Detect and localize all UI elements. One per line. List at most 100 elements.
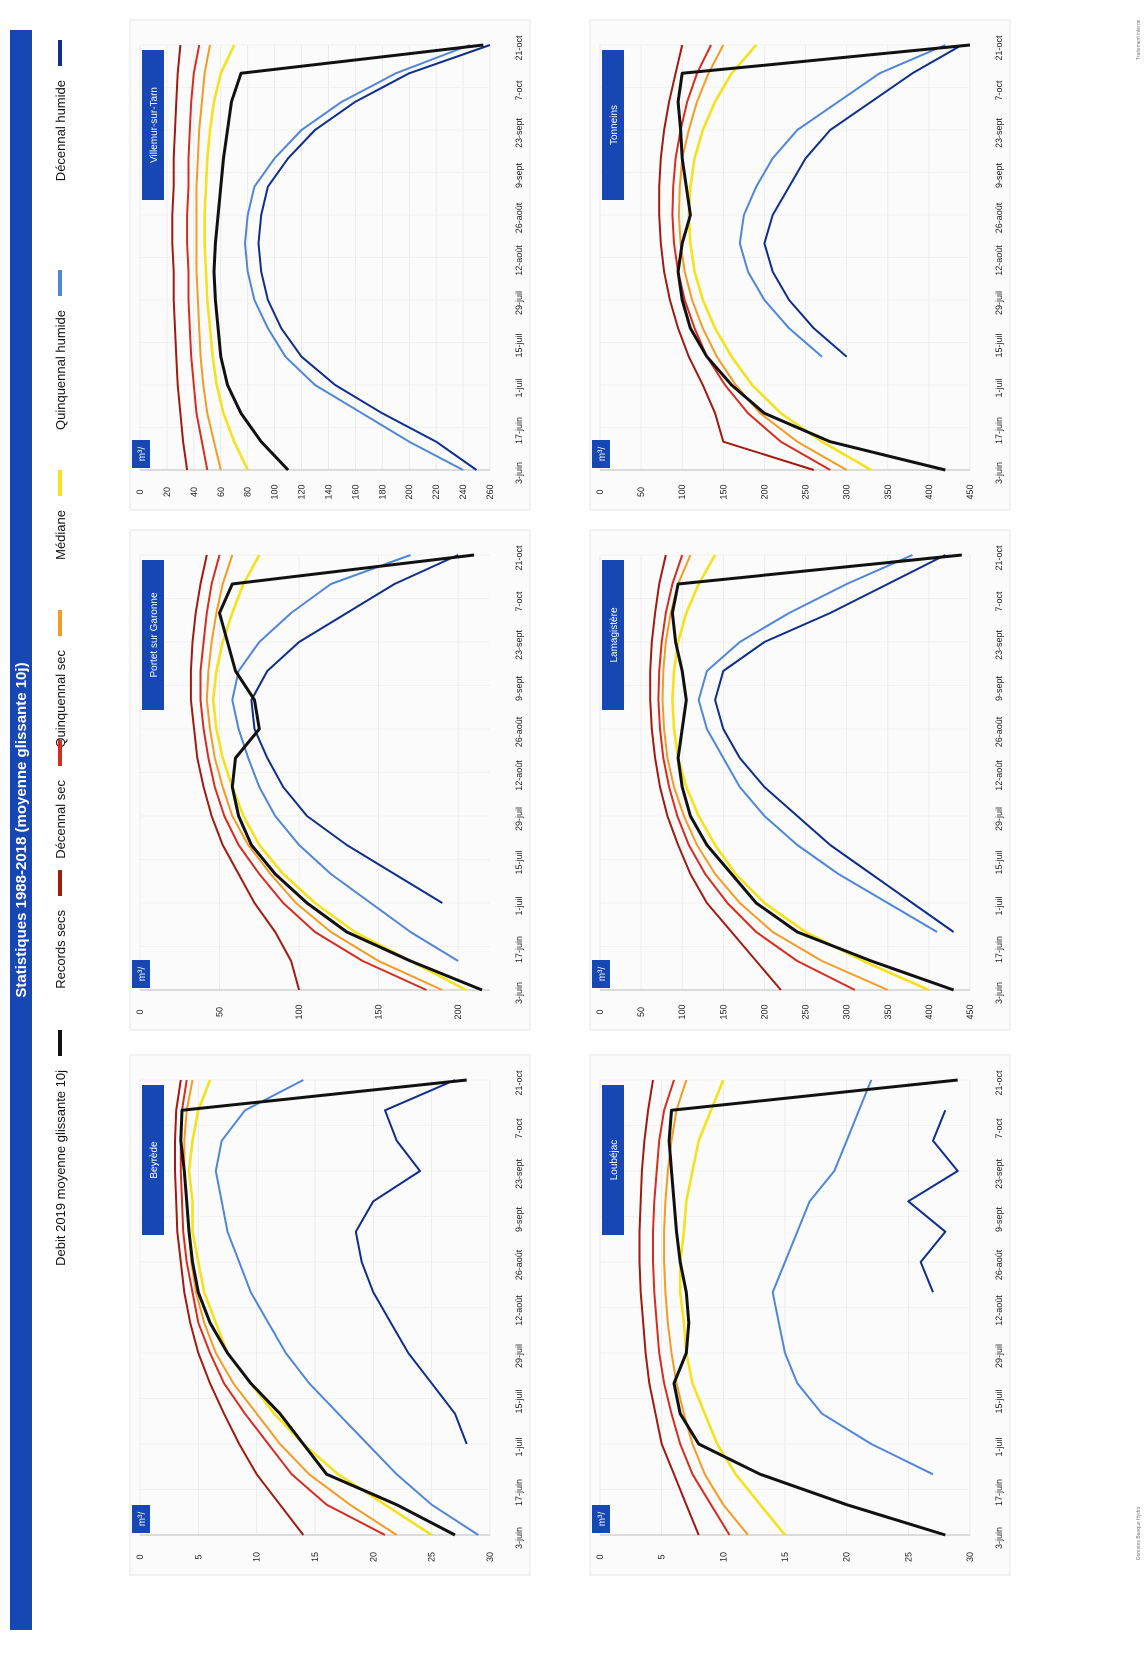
x-tick-label: 12-août bbox=[994, 245, 1004, 276]
panel-title-box bbox=[142, 560, 164, 710]
series-line-quinquennal-humide bbox=[214, 1079, 479, 1536]
y-tick-label: 20 bbox=[162, 487, 172, 497]
y-tick-label: 240 bbox=[458, 484, 468, 499]
series-line-quinquennal-humide bbox=[771, 1079, 934, 1476]
series-line-m-diane bbox=[187, 1079, 433, 1537]
series-line-d-cennal-humide bbox=[250, 554, 459, 904]
x-tick-label: 26-août bbox=[994, 1249, 1004, 1280]
series-line-d-cennal-sec bbox=[179, 1079, 386, 1536]
unit-label: m³/ bbox=[137, 967, 148, 982]
x-tick-label: 12-août bbox=[994, 760, 1004, 791]
panel-6: 0 50 100 150 200 250 300 350 400 450 3-juin 17-juin… bbox=[589, 19, 1011, 511]
legend-label-1: Décennal humide bbox=[53, 80, 68, 181]
x-tick-label: 7-oct bbox=[514, 80, 524, 101]
series-line-d-cennal-sec bbox=[671, 44, 831, 471]
y-tick-label: 50 bbox=[636, 487, 646, 497]
x-tick-label: 21-oct bbox=[994, 1070, 1004, 1096]
panel-background bbox=[129, 529, 531, 1031]
x-tick-label: 7-oct bbox=[994, 591, 1004, 612]
series-line-quinquennal-sec bbox=[195, 44, 222, 471]
series-line-d-cennal-sec bbox=[186, 44, 209, 471]
y-tick-label: 50 bbox=[636, 1007, 646, 1017]
y-tick-label: 5 bbox=[657, 1554, 667, 1559]
y-tick-label: 350 bbox=[883, 484, 893, 499]
y-tick-label: 400 bbox=[924, 1004, 934, 1019]
y-tick-label: 250 bbox=[801, 1004, 811, 1019]
unit-label: m³/ bbox=[137, 1512, 148, 1527]
y-tick-label: 100 bbox=[677, 484, 687, 499]
legend-item-5: Décennal sec bbox=[53, 740, 68, 859]
y-tick-label: 200 bbox=[759, 484, 769, 499]
series-line-m-diane bbox=[203, 44, 249, 471]
x-tick-label: 9-sept bbox=[994, 675, 1004, 701]
panel-1: 0 5 10 15 20 25 30 3-juin 17-juin 1-juil 15-juil 29… bbox=[129, 1054, 531, 1576]
x-tick-label: 7-oct bbox=[994, 1118, 1004, 1139]
x-tick-label: 29-juil bbox=[994, 291, 1004, 315]
series-line-debit-2019-moyenne-glissante-10j bbox=[676, 43, 971, 472]
series-line-d-cennal-sec bbox=[657, 554, 856, 991]
legend: Décennal humide Quinquennal humide Médiane… bbox=[53, 40, 68, 1266]
y-tick-label: 200 bbox=[759, 1004, 769, 1019]
x-tick-label: 23-sept bbox=[514, 1158, 524, 1189]
y-tick-label: 150 bbox=[718, 484, 728, 499]
y-tick-label: 160 bbox=[350, 484, 360, 499]
y-tick-label: 15 bbox=[310, 1552, 320, 1562]
x-tick-label: 1-juil bbox=[514, 1437, 524, 1456]
y-tick-label: 120 bbox=[297, 484, 307, 499]
x-tick-label: 29-juil bbox=[994, 807, 1004, 831]
chart-panels: 0 5 10 15 20 25 30 3-juin 17-juin 1-juil 15-juil 29… bbox=[129, 19, 1011, 1576]
y-tick-label: 10 bbox=[718, 1552, 728, 1562]
y-tick-label: 220 bbox=[431, 484, 441, 499]
x-tick-label: 15-juil bbox=[514, 850, 524, 874]
series-line-quinquennal-sec bbox=[205, 554, 443, 991]
y-tick-label: 150 bbox=[718, 1004, 728, 1019]
x-tick-label: 9-sept bbox=[514, 162, 524, 188]
panel-3: 0 20 40 60 80 100 120 140 160 180 200 220 240 260 3-ju… bbox=[129, 19, 531, 511]
x-tick-label: 26-août bbox=[514, 716, 524, 747]
x-tick-label: 17-juin bbox=[994, 936, 1004, 963]
panel-5: 0 50 100 150 200 250 300 350 400 450 3-juin 17-juin… bbox=[589, 529, 1011, 1031]
y-tick-label: 140 bbox=[323, 484, 333, 499]
footer-right: Traitement interne bbox=[1136, 19, 1142, 60]
x-tick-label: 1-juil bbox=[514, 896, 524, 915]
panel-background bbox=[589, 19, 1011, 511]
series-line-debit-2019-moyenne-glissante-10j bbox=[179, 1078, 467, 1537]
y-tick-label: 300 bbox=[842, 1004, 852, 1019]
panel-background bbox=[589, 1054, 1011, 1576]
main-title-bar bbox=[10, 30, 32, 1630]
panel-title: Beyrède bbox=[149, 1141, 160, 1179]
x-tick-label: 15-juil bbox=[514, 1389, 524, 1413]
unit-badge bbox=[592, 1505, 610, 1533]
unit-label: m³/ bbox=[597, 967, 608, 982]
x-tick-label: 3-juin bbox=[994, 462, 1004, 484]
series-line-debit-2019-moyenne-glissante-10j bbox=[218, 553, 483, 992]
panel-title: Portet sur Garonne bbox=[149, 592, 160, 677]
series-line-quinquennal-sec bbox=[661, 554, 889, 991]
series-line-d-cennal-humide bbox=[354, 1079, 468, 1445]
unit-badge bbox=[132, 440, 150, 468]
y-tick-label: 200 bbox=[453, 1004, 463, 1019]
x-tick-label: 7-oct bbox=[994, 80, 1004, 101]
series-line-quinquennal-sec bbox=[183, 1079, 398, 1536]
y-tick-label: 260 bbox=[485, 484, 495, 499]
panel-background bbox=[129, 1054, 531, 1576]
y-tick-label: 180 bbox=[377, 484, 387, 499]
x-tick-label: 26-août bbox=[514, 1249, 524, 1280]
x-tick-label: 1-juil bbox=[994, 378, 1004, 397]
panel-title: Loubéjac bbox=[609, 1140, 620, 1181]
y-tick-label: 25 bbox=[903, 1552, 913, 1562]
legend-item-7: Debit 2019 moyenne glissante 10j bbox=[53, 1030, 68, 1266]
series-line-records-secs bbox=[658, 44, 815, 471]
unit-badge bbox=[592, 440, 610, 468]
legend-item-2: Quinquennal humide bbox=[53, 270, 68, 430]
x-tick-label: 15-juil bbox=[994, 333, 1004, 357]
x-tick-label: 17-juin bbox=[514, 417, 524, 444]
panel-title-box bbox=[602, 1085, 624, 1235]
panel-4: 0 5 10 15 20 25 30 3-juin 17-juin 1-juil 15-juil 29… bbox=[589, 1054, 1011, 1576]
y-tick-label: 400 bbox=[924, 484, 934, 499]
legend-label-6: Records secs bbox=[53, 910, 68, 989]
x-tick-label: 29-juil bbox=[994, 1344, 1004, 1368]
x-tick-label: 26-août bbox=[994, 716, 1004, 747]
